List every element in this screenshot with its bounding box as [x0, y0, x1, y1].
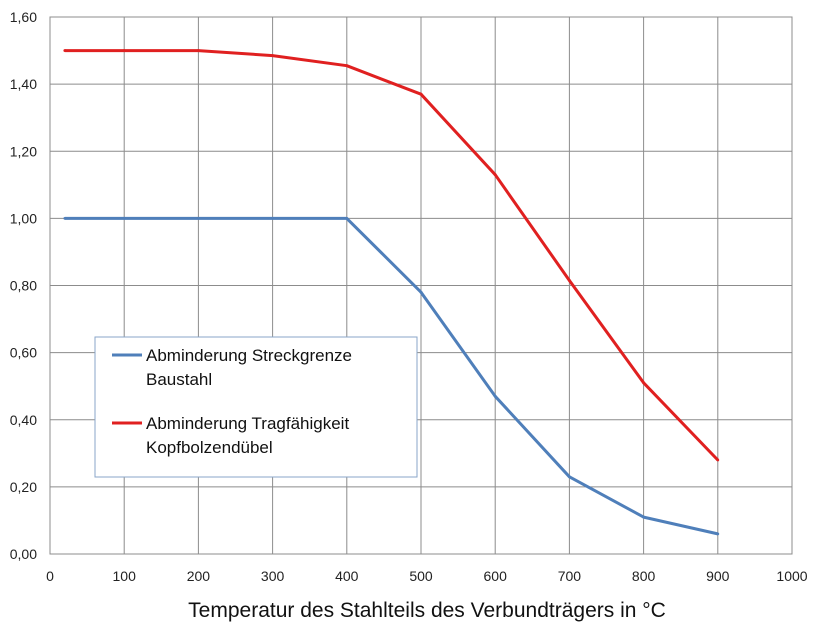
data-point	[63, 216, 67, 220]
x-axis-ticks: 0 100 200 300 400 500 600 700 800 900 1000	[46, 568, 808, 584]
y-tick-label: 0,80	[10, 278, 37, 294]
x-axis-label: Temperatur des Stahlteils des Verbundträ…	[188, 599, 666, 622]
legend-label-1: Baustahl	[146, 370, 212, 389]
legend-box	[94, 336, 418, 478]
series-line-2	[64, 49, 719, 462]
y-tick-label: 0,60	[10, 345, 37, 361]
data-point	[493, 173, 497, 177]
y-tick-label: 1,60	[10, 9, 37, 25]
data-point	[122, 216, 126, 220]
x-tick-label: 600	[484, 568, 508, 584]
data-point	[419, 92, 423, 96]
data-point	[568, 279, 571, 282]
legend-label-2: Abminderung Tragfähigkeit	[146, 414, 349, 433]
x-tick-label: 1000	[776, 568, 807, 584]
x-tick-label: 200	[187, 568, 211, 584]
data-point	[716, 532, 720, 536]
y-tick-label: 0,40	[10, 412, 37, 428]
plot-area	[49, 16, 793, 555]
data-point	[716, 458, 720, 462]
legend: Abminderung Streckgrenze Baustahl Abminder…	[94, 336, 418, 478]
y-tick-label: 1,20	[10, 143, 37, 159]
data-point	[642, 515, 645, 519]
x-tick-label: 300	[261, 568, 285, 584]
series-line-1	[64, 216, 719, 536]
data-point	[642, 381, 645, 385]
x-tick-label: 900	[706, 568, 730, 584]
data-point	[271, 216, 274, 220]
x-tick-label: 400	[335, 568, 359, 584]
x-tick-label: 700	[558, 568, 582, 584]
legend-label-2: Kopfbolzendübel	[146, 438, 273, 457]
data-point	[197, 216, 200, 220]
data-point	[345, 64, 349, 68]
data-point	[568, 475, 571, 479]
data-point	[122, 49, 126, 52]
data-point	[197, 49, 200, 52]
y-tick-label: 0,20	[10, 479, 37, 495]
series-lines	[63, 49, 720, 536]
x-tick-label: 0	[46, 568, 54, 584]
data-point	[271, 54, 274, 57]
y-axis-ticks: 0,00 0,20 0,40 0,60 0,80 1,00 1,20 1,40 1,60	[10, 9, 37, 562]
y-tick-label: 0,00	[10, 546, 37, 562]
data-point	[63, 49, 67, 52]
data-point	[419, 290, 423, 294]
y-tick-label: 1,40	[10, 76, 37, 92]
x-tick-label: 100	[113, 568, 137, 584]
x-tick-label: 500	[409, 568, 433, 584]
data-point	[493, 394, 497, 398]
data-point	[345, 216, 349, 220]
y-tick-label: 1,00	[10, 210, 37, 226]
x-tick-label: 800	[632, 568, 656, 584]
legend-label-1: Abminderung Streckgrenze	[146, 346, 352, 365]
